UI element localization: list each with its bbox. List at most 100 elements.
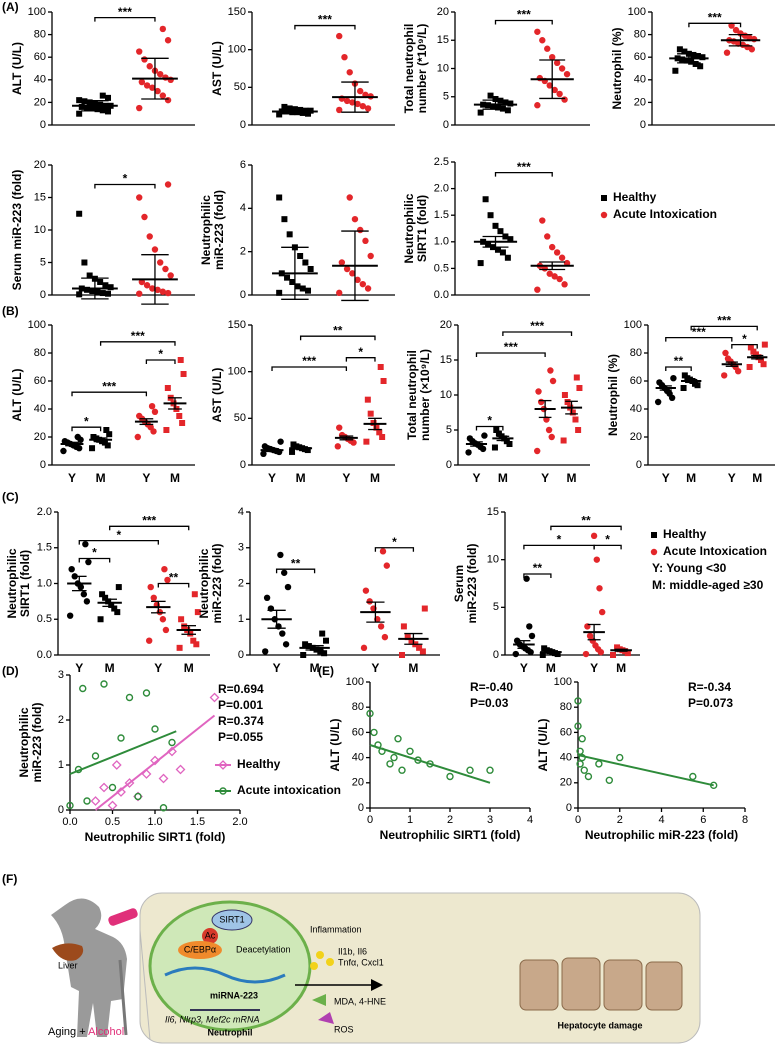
hepatocyte-label: Hepatocyte damage — [557, 1020, 642, 1030]
panel-label: (C) — [2, 490, 19, 504]
point — [689, 772, 697, 781]
point — [575, 427, 582, 433]
significance-bar — [688, 22, 742, 28]
point — [89, 445, 96, 452]
point — [74, 433, 81, 441]
significance-label: *** — [692, 325, 706, 339]
point — [377, 623, 385, 630]
mda-label: MDA, 4-HNE — [334, 996, 386, 1006]
point — [66, 801, 74, 810]
point — [722, 349, 729, 357]
point — [157, 259, 164, 266]
fit-line — [577, 754, 714, 787]
point — [499, 249, 506, 256]
y-axis-label: Serum — [452, 565, 466, 602]
x-tick-label: 1 — [407, 814, 413, 826]
y-tick-label: 1.5 — [434, 209, 449, 221]
point — [102, 282, 109, 289]
significance-bar — [275, 568, 316, 574]
y-axis-label: miR-223 (fold) — [212, 190, 226, 270]
point — [561, 96, 568, 103]
significance-bar — [523, 573, 552, 578]
point — [526, 623, 533, 630]
significance-bar — [271, 366, 348, 371]
point — [142, 689, 151, 697]
point — [564, 399, 571, 405]
point — [349, 270, 356, 277]
significance-label: ** — [169, 571, 179, 585]
point — [76, 97, 83, 104]
point — [146, 637, 153, 644]
point — [154, 286, 161, 293]
point — [263, 594, 271, 601]
annotation: P=0.073 — [688, 696, 733, 710]
x-tick-label: Y — [68, 471, 76, 485]
point — [654, 398, 662, 406]
point — [299, 285, 306, 292]
point — [343, 265, 351, 273]
significance-label: * — [392, 535, 397, 549]
point — [504, 107, 511, 114]
point — [367, 252, 374, 260]
significance-label: * — [158, 347, 163, 361]
point — [404, 634, 411, 641]
y-tick-label: 80 — [34, 347, 46, 359]
significance-bar — [374, 547, 415, 552]
point — [150, 755, 160, 766]
point — [586, 632, 594, 640]
y-axis-label: ALT (U/L) — [10, 368, 24, 421]
point — [115, 584, 122, 591]
y-tick-label: 60 — [560, 726, 572, 738]
x-tick-label: M — [408, 661, 418, 675]
y-tick-label: 0 — [566, 802, 572, 814]
point — [218, 760, 228, 770]
panel-label: (D) — [2, 664, 19, 678]
point — [349, 99, 356, 106]
point — [610, 652, 616, 658]
y-tick-label: 100 — [228, 44, 246, 56]
point — [723, 49, 731, 56]
point — [421, 605, 428, 612]
y-tick-label: 1 — [238, 613, 244, 625]
point — [574, 697, 582, 705]
point — [676, 46, 683, 53]
sirt1-label: SIRT1 — [219, 914, 244, 924]
y-axis-label: Total neutrophil — [402, 24, 416, 114]
y-tick-label: 0 — [358, 802, 364, 814]
person-silhouette — [51, 898, 127, 1037]
point — [164, 385, 171, 391]
point — [159, 804, 168, 812]
point — [596, 585, 603, 592]
x-tick-label: 1.0 — [147, 816, 162, 828]
point — [573, 374, 580, 381]
y-tick-label: 10 — [34, 224, 46, 236]
mrna-label: Il6, Nlrp3, Mef2c mRNA — [165, 1014, 260, 1024]
point — [728, 22, 735, 29]
point — [513, 637, 521, 644]
x-tick-label: 2.0 — [232, 816, 247, 828]
alcohol-text: Alcohol — [88, 1026, 124, 1038]
significance-bar — [502, 331, 573, 336]
point — [336, 106, 343, 114]
point — [466, 435, 474, 442]
point — [105, 598, 112, 605]
point — [336, 289, 343, 297]
x-tick-label: M — [184, 661, 194, 675]
point — [582, 650, 590, 658]
point — [381, 633, 389, 641]
point — [487, 92, 494, 99]
point — [546, 270, 553, 277]
y-tick-label: 0 — [240, 289, 246, 301]
y-tick-label: 0 — [40, 289, 46, 301]
point — [732, 26, 740, 34]
x-tick-label: 0 — [575, 814, 581, 826]
x-tick-label: M — [686, 471, 696, 485]
point — [351, 215, 359, 223]
y-axis-label: Neutrophilic — [402, 193, 416, 263]
point — [477, 109, 484, 116]
significance-label: *** — [318, 13, 332, 27]
y-tick-label: 15 — [34, 191, 46, 203]
y-tick-label: 0.0 — [434, 289, 449, 301]
point — [362, 237, 369, 245]
point — [592, 642, 599, 649]
